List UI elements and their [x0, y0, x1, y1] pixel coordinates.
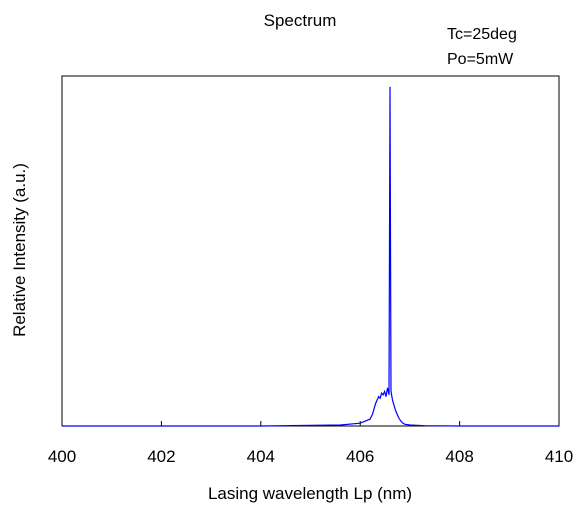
y-axis-label: Relative Intensity (a.u.) — [10, 163, 29, 337]
x-tick-label: 400 — [48, 447, 76, 466]
series-layer — [62, 86, 559, 427]
x-axis-label: Lasing wavelength Lp (nm) — [208, 484, 412, 503]
annotation-temperature: Tc=25deg — [447, 26, 517, 43]
plot-frame — [61, 75, 560, 427]
chart-title: Spectrum — [264, 11, 337, 30]
x-axis-tick-labels: 400 402 404 406 408 410 — [48, 447, 573, 466]
x-tick-label: 410 — [545, 447, 573, 466]
x-tick-label: 404 — [247, 447, 275, 466]
x-tick-label: 408 — [445, 447, 473, 466]
x-axis-ticks — [61, 421, 560, 426]
x-tick-label: 402 — [147, 447, 175, 466]
spectrum-line-0 — [62, 86, 559, 427]
x-tick-label: 406 — [346, 447, 374, 466]
annotation-power: Po=5mW — [447, 51, 514, 68]
